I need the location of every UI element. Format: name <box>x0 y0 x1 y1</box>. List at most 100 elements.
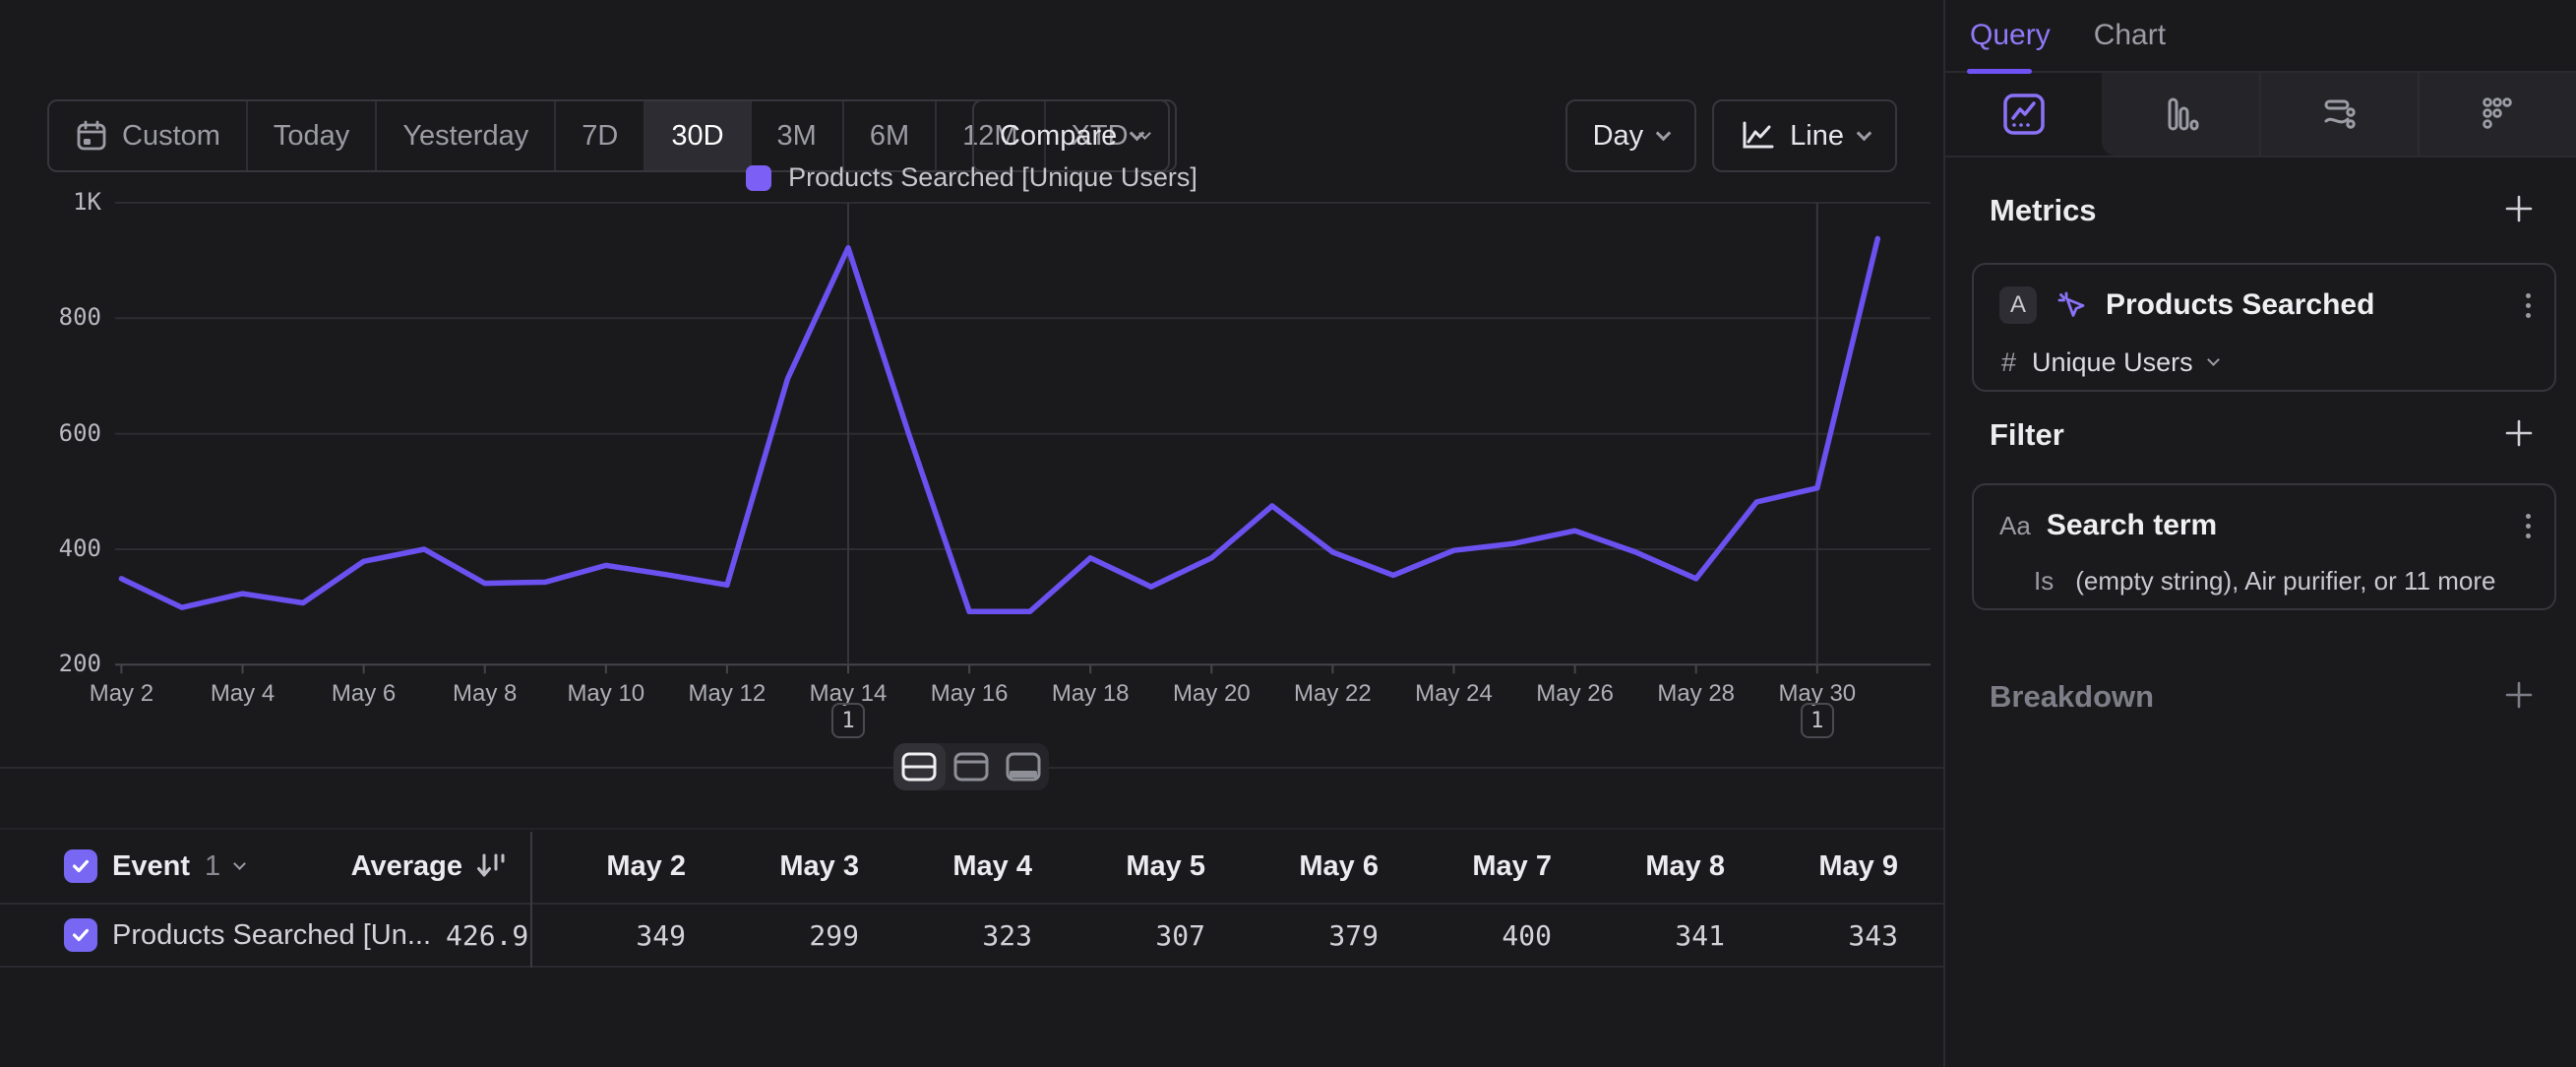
column-header-may-7: May 7 <box>1396 850 1569 883</box>
cell-value: 299 <box>704 919 877 952</box>
flow-segment-icon <box>2316 92 2361 137</box>
range-3m[interactable]: 3M <box>750 101 842 170</box>
range-yesterday[interactable]: Yesterday <box>375 101 554 170</box>
kebab-menu-icon[interactable] <box>2526 514 2531 538</box>
filter-value[interactable]: (empty string), Air purifier, or 11 more <box>2075 566 2495 596</box>
compare-label: Compare <box>1000 120 1117 153</box>
range-30d[interactable]: 30D <box>644 101 749 170</box>
line-chart-icon <box>1740 119 1775 153</box>
metric-card[interactable]: A Products Searched # Unique Users <box>1972 263 2556 392</box>
chevron-down-icon[interactable] <box>233 857 246 870</box>
table-row-left: Products Searched [Un... 426.9 <box>0 918 530 952</box>
range-custom[interactable]: Custom <box>49 101 246 170</box>
x-axis-label: May 20 <box>1142 680 1280 708</box>
y-axis-label: 400 <box>0 534 101 562</box>
cell-value: 400 <box>1396 919 1569 952</box>
add-filter-button[interactable] <box>2503 417 2535 454</box>
x-axis-label: May 4 <box>174 680 312 708</box>
segment-bar-chart[interactable] <box>2102 73 2258 156</box>
data-table: Event 1 Average May 2May 3May 4May 5May … <box>0 828 1943 968</box>
x-axis-label: May 22 <box>1263 680 1401 708</box>
cell-value: 379 <box>1223 919 1396 952</box>
property-type-icon: Aa <box>1999 511 2031 541</box>
column-header-may-5: May 5 <box>1050 850 1223 883</box>
column-header-may-8: May 8 <box>1569 850 1743 883</box>
series-label: Products Searched [Un... <box>112 919 431 952</box>
average-value: 426.9 <box>446 919 528 952</box>
tab-chart[interactable]: Chart <box>2094 19 2166 52</box>
split-view-button[interactable] <box>893 743 946 790</box>
segment-line-chart[interactable] <box>1945 73 2102 156</box>
table-row: Products Searched [Un... 426.9 349299323… <box>0 905 1943 968</box>
column-header-may-2: May 2 <box>530 850 704 883</box>
kebab-menu-icon[interactable] <box>2526 293 2531 318</box>
plus-icon <box>2503 679 2535 711</box>
cell-value: 341 <box>1569 919 1743 952</box>
check-icon <box>70 924 92 946</box>
chart-view-icon <box>953 752 989 782</box>
legend-label: Products Searched [Unique Users] <box>788 162 1197 193</box>
compare-button[interactable]: Compare <box>972 99 1170 172</box>
chart-kind-switcher <box>1945 73 2576 157</box>
event-sparkle-cursor-icon <box>2053 286 2090 324</box>
x-axis-label: May 18 <box>1021 680 1159 708</box>
sidebar-tabs: Query Chart <box>1945 0 2576 73</box>
column-header-may-6: May 6 <box>1223 850 1396 883</box>
bar-chart-segment-icon <box>2158 92 2203 137</box>
query-sidebar: Query Chart Metrics A <box>1943 0 2576 1067</box>
chevron-down-icon <box>1656 125 1672 141</box>
range-today[interactable]: Today <box>246 101 375 170</box>
plus-icon <box>2503 193 2535 224</box>
x-axis-label: May 2 <box>52 680 190 708</box>
dots-segment-icon <box>2475 92 2520 137</box>
plus-icon <box>2503 417 2535 449</box>
add-breakdown-button[interactable] <box>2503 679 2535 716</box>
range-6m[interactable]: 6M <box>842 101 935 170</box>
y-axis-label: 600 <box>0 419 101 447</box>
measure-prefix: # <box>2001 347 2016 378</box>
filter-operator[interactable]: Is <box>2034 566 2054 596</box>
table-header-columns: May 2May 3May 4May 5May 6May 7May 8May 9 <box>530 850 1916 883</box>
filter-property-name: Search term <box>2047 509 2217 542</box>
chevron-down-icon <box>1857 125 1872 141</box>
segment-retention-dots[interactable] <box>2418 73 2576 156</box>
interval-label: Day <box>1593 120 1644 153</box>
cell-value: 343 <box>1743 919 1916 952</box>
chart-controls: Day Line <box>1565 99 1897 172</box>
analytics-app: 1K800600400200May 2May 4May 6May 8May 10… <box>0 0 2576 1067</box>
series-checkbox[interactable] <box>64 918 97 952</box>
table-view-button[interactable] <box>997 743 1049 790</box>
table-header-left: Event 1 Average <box>0 849 530 883</box>
table-header-row: Event 1 Average May 2May 3May 4May 5May … <box>0 828 1943 905</box>
tab-query[interactable]: Query <box>1970 19 2051 52</box>
metric-name: Products Searched <box>2106 288 2374 322</box>
annotation-badge[interactable]: 1 <box>831 703 865 738</box>
x-axis-label: May 24 <box>1385 680 1523 708</box>
add-metric-button[interactable] <box>2503 193 2535 229</box>
chart-panel: 1K800600400200May 2May 4May 6May 8May 10… <box>0 0 1943 1067</box>
segment-funnel-flow[interactable] <box>2259 73 2418 156</box>
filter-card[interactable]: Aa Search term Is (empty string), Air pu… <box>1972 483 2556 610</box>
column-header-may-9: May 9 <box>1743 850 1916 883</box>
sort-icon[interactable] <box>475 850 509 882</box>
legend-swatch <box>746 165 771 191</box>
event-checkbox[interactable] <box>64 849 97 883</box>
x-axis-label: May 16 <box>900 680 1038 708</box>
chart-view-button[interactable] <box>946 743 998 790</box>
range-7d[interactable]: 7D <box>554 101 644 170</box>
chart-type-button[interactable]: Line <box>1712 99 1897 172</box>
table-view-icon <box>1006 752 1041 782</box>
split-view-icon <box>901 752 937 782</box>
x-axis-label: May 28 <box>1627 680 1765 708</box>
cell-value: 307 <box>1050 919 1223 952</box>
column-header-may-3: May 3 <box>704 850 877 883</box>
x-axis-label: May 8 <box>416 680 554 708</box>
annotation-badge[interactable]: 1 <box>1801 703 1834 738</box>
filter-title: Filter <box>1990 417 2064 453</box>
measure-selector[interactable]: Unique Users <box>2032 347 2193 378</box>
interval-button[interactable]: Day <box>1565 99 1697 172</box>
x-axis-label: May 10 <box>537 680 675 708</box>
chevron-down-icon <box>1130 125 1145 141</box>
check-icon <box>70 855 92 877</box>
x-axis-label: May 6 <box>295 680 433 708</box>
